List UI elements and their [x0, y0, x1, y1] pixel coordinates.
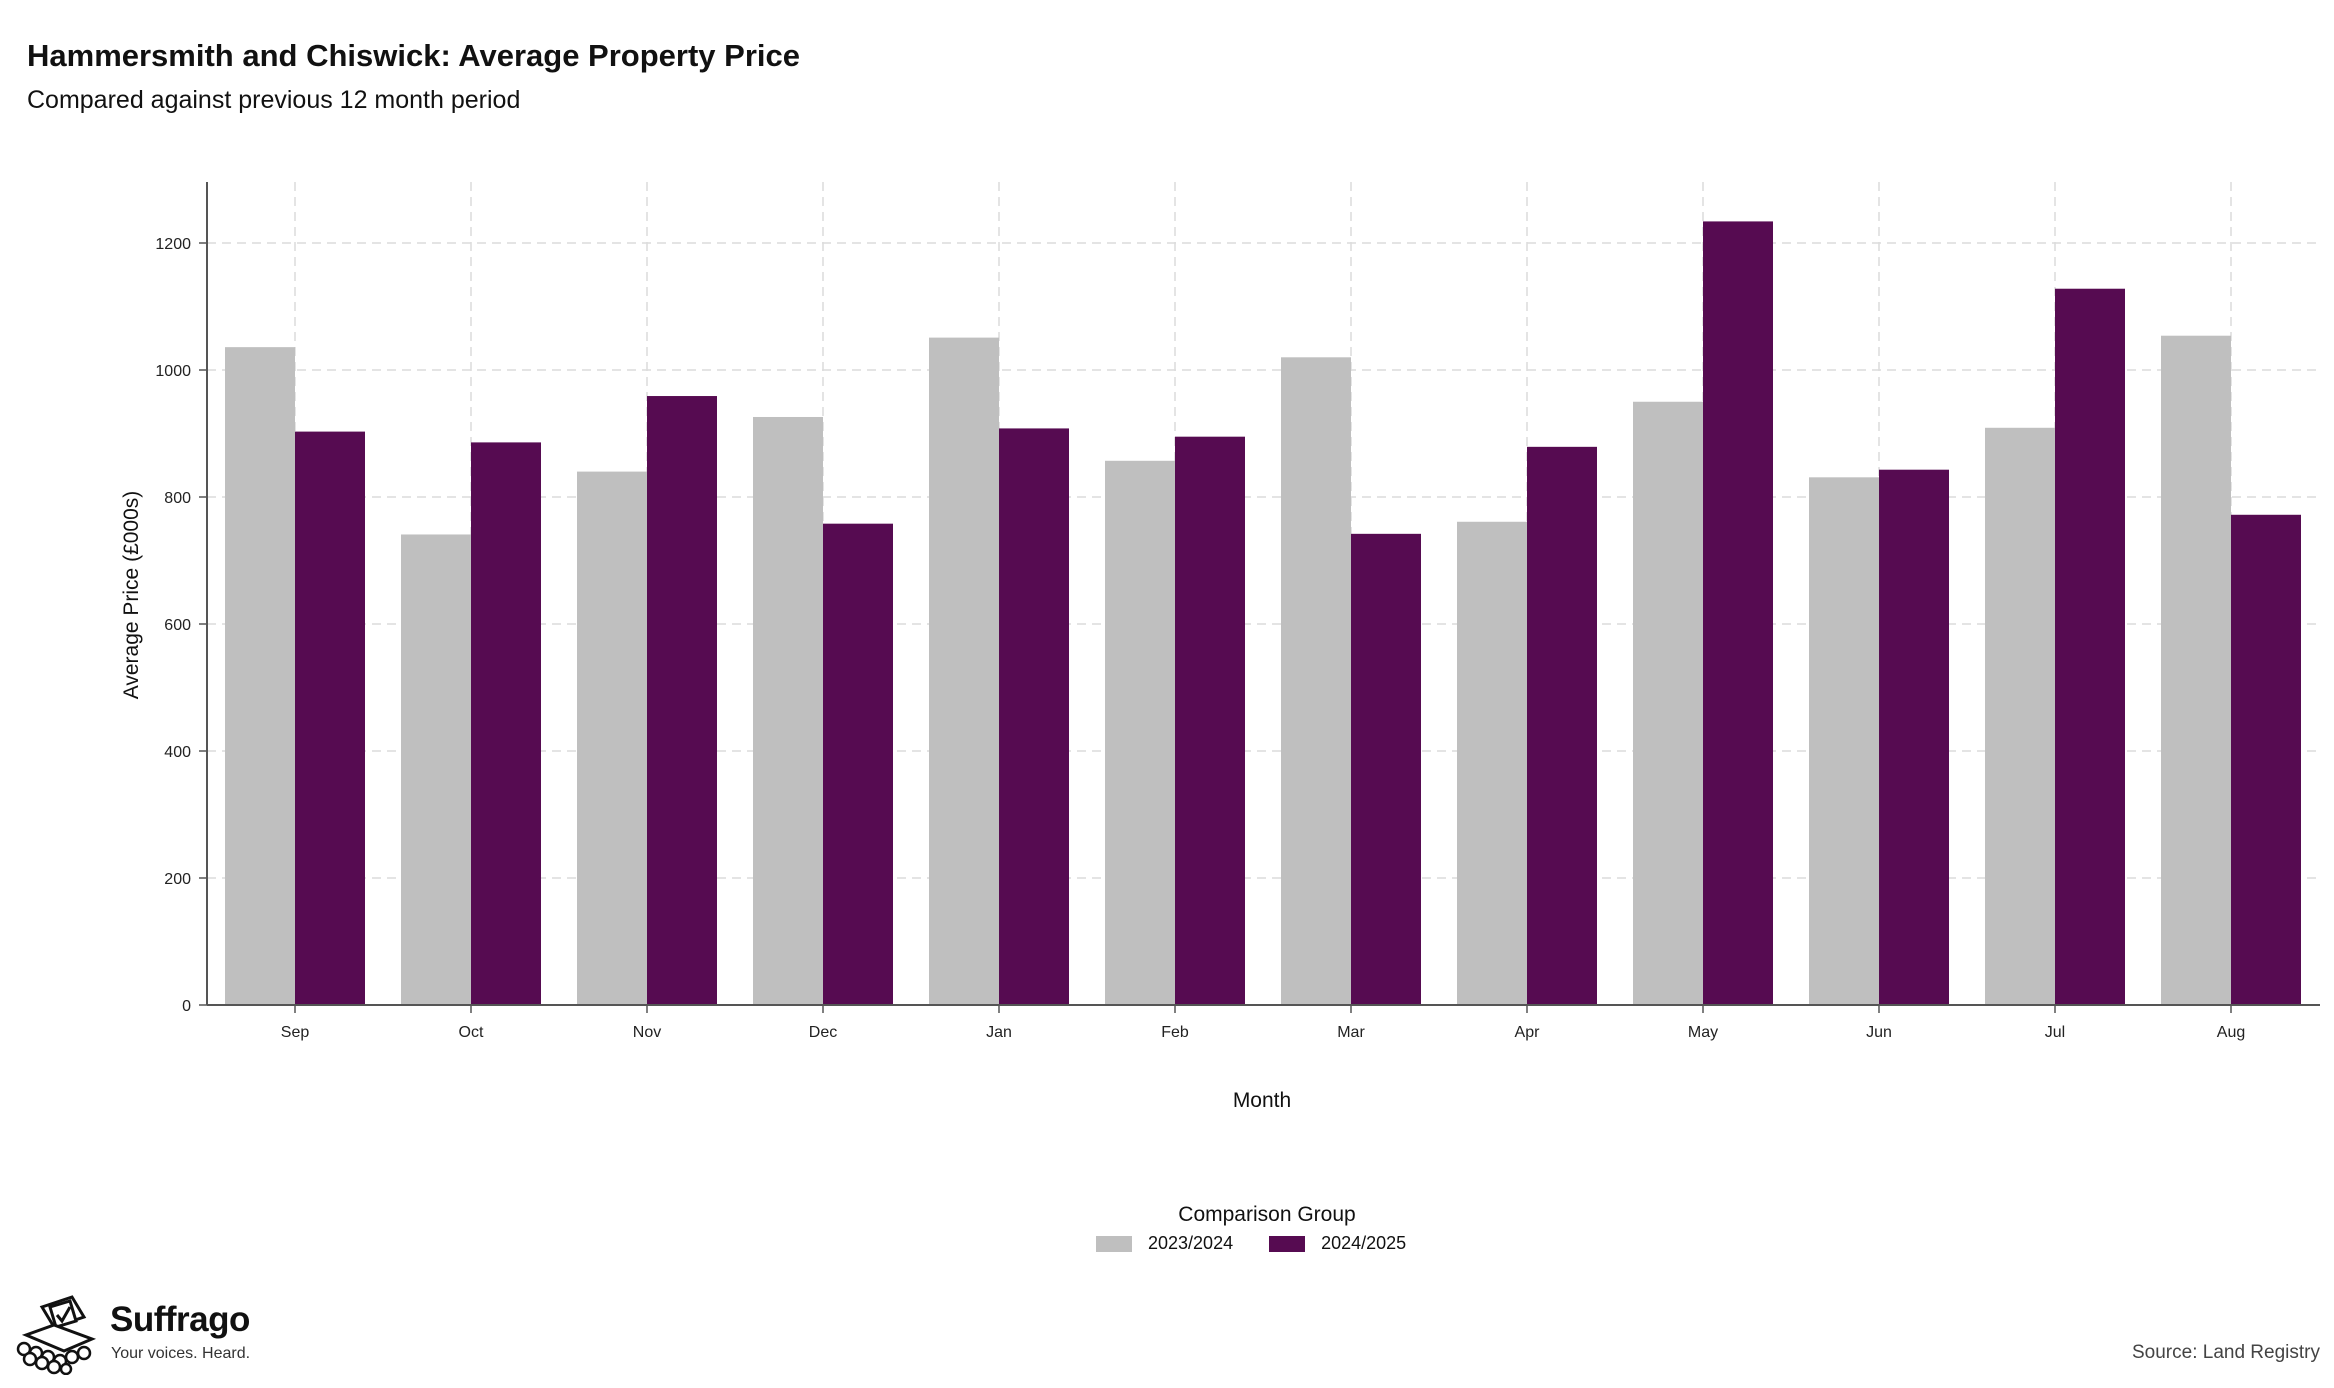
bar-2024-2025-jul	[2055, 288, 2125, 1006]
legend-swatch-2023-2024	[1096, 1235, 1132, 1252]
x-tick-label-dec: Dec	[809, 1024, 837, 1041]
y-axis-title: Average Price (£000s)	[120, 491, 143, 700]
chart-title: Hammersmith and Chiswick: Average Proper…	[27, 38, 800, 73]
y-tick-label: 1200	[155, 236, 191, 253]
brand-name: Suffrago	[110, 1300, 250, 1339]
bar-2023-2024-aug	[2161, 335, 2231, 1006]
legend-swatch-2024-2025	[1269, 1235, 1306, 1252]
legend: 2023/2024 2024/2025	[1096, 1233, 1442, 1254]
bar-2023-2024-apr	[1457, 521, 1527, 1005]
bar-2024-2025-aug	[2231, 514, 2301, 1005]
bar-2024-2025-may	[1703, 221, 1773, 1005]
legend-label-2024-2025: 2024/2025	[1321, 1233, 1407, 1253]
bar-2024-2025-apr	[1527, 446, 1597, 1006]
bar-2023-2024-dec	[753, 416, 823, 1005]
y-tick-label: 1000	[155, 363, 191, 380]
x-tick-label-jan: Jan	[986, 1024, 1012, 1041]
bar-2023-2024-jun	[1809, 477, 1879, 1005]
bar-2023-2024-jan	[929, 337, 999, 1005]
x-tick-label-jul: Jul	[2045, 1024, 2065, 1041]
bar-2023-2024-jul	[1985, 427, 2055, 1005]
x-tick-label-may: May	[1688, 1024, 1718, 1041]
y-tick-label: 400	[164, 744, 191, 761]
y-tick-label: 200	[164, 871, 191, 888]
x-tick-label-jun: Jun	[1866, 1024, 1892, 1041]
bar-2023-2024-nov	[577, 471, 647, 1006]
bar-chart: 0 200 400 600 800 1000 1200 Sep Oct Nov Dec Jan Feb M…	[120, 182, 2320, 1112]
y-tick-label: 800	[164, 490, 191, 507]
bar-2024-2025-nov	[647, 396, 717, 1005]
bar-2024-2025-jun	[1879, 469, 1949, 1005]
bar-2023-2024-feb	[1105, 460, 1175, 1005]
bar-2024-2025-sep	[295, 431, 365, 1006]
legend-title: Comparison Group	[1178, 1203, 1356, 1226]
bar-2023-2024-mar	[1281, 357, 1351, 1005]
bar-2024-2025-dec	[823, 523, 893, 1005]
x-tick-label-aug: Aug	[2217, 1024, 2245, 1041]
ballot-box-logo-icon	[16, 1295, 97, 1375]
bar-2024-2025-mar	[1351, 533, 1421, 1005]
y-tick-label: 600	[164, 617, 191, 634]
bar-2023-2024-may	[1633, 401, 1703, 1005]
x-axis-title: Month	[1233, 1089, 1291, 1112]
bar-2023-2024-sep	[225, 347, 295, 1005]
bar-2023-2024-oct	[401, 534, 471, 1005]
x-tick-label-nov: Nov	[633, 1024, 661, 1041]
x-tick-label-sep: Sep	[281, 1024, 310, 1041]
bar-group	[225, 221, 2301, 1006]
bar-2024-2025-jan	[999, 428, 1069, 1005]
legend-item-2024-2025: 2024/2025	[1269, 1233, 1406, 1254]
legend-item-2023-2024: 2023/2024	[1096, 1233, 1233, 1254]
bar-2024-2025-oct	[471, 442, 541, 1005]
axes: 0 200 400 600 800 1000 1200 Sep Oct Nov Dec Jan Feb M…	[155, 182, 2320, 1041]
y-tick-label: 0	[182, 998, 191, 1015]
x-tick-label-apr: Apr	[1515, 1024, 1541, 1041]
x-tick-label-oct: Oct	[459, 1024, 484, 1041]
chart-subtitle: Compared against previous 12 month perio…	[27, 86, 521, 114]
source-note: Source: Land Registry	[2132, 1342, 2320, 1363]
brand-tagline: Your voices. Heard.	[111, 1345, 251, 1362]
x-tick-label-mar: Mar	[1337, 1024, 1365, 1041]
x-tick-label-feb: Feb	[1161, 1024, 1189, 1041]
legend-label-2023-2024: 2023/2024	[1148, 1233, 1234, 1253]
bar-2024-2025-feb	[1175, 436, 1245, 1005]
